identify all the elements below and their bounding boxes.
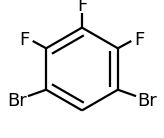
Text: F: F — [134, 31, 144, 49]
Text: F: F — [77, 0, 87, 15]
Text: F: F — [20, 31, 30, 49]
Text: Br: Br — [7, 92, 27, 110]
Text: Br: Br — [137, 92, 157, 110]
